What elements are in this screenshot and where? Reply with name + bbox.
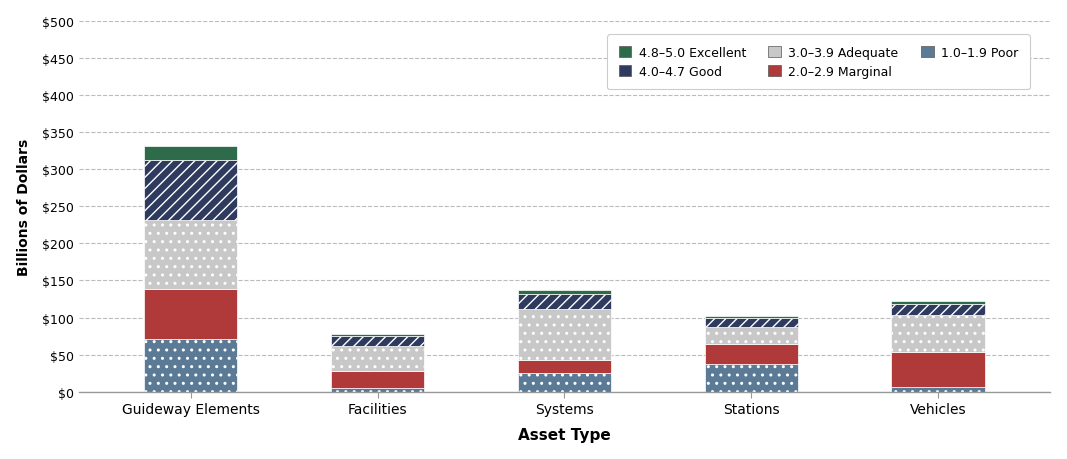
Bar bbox=[704, 364, 798, 392]
Bar bbox=[144, 221, 238, 289]
Bar bbox=[704, 318, 798, 327]
X-axis label: Asset Type: Asset Type bbox=[519, 427, 611, 442]
Legend: 4.8–5.0 Excellent, 4.0–4.7 Good, 3.0–3.9 Adequate, 2.0–2.9 Marginal, 1.0–1.9 Poo: 4.8–5.0 Excellent, 4.0–4.7 Good, 3.0–3.9… bbox=[607, 35, 1030, 90]
Bar bbox=[331, 346, 425, 371]
Bar bbox=[704, 316, 798, 318]
Bar bbox=[704, 344, 798, 364]
Bar bbox=[892, 315, 985, 353]
Bar bbox=[892, 305, 985, 315]
Bar bbox=[704, 327, 798, 344]
Bar bbox=[144, 340, 238, 392]
Bar bbox=[892, 353, 985, 387]
Bar bbox=[331, 334, 425, 336]
Bar bbox=[517, 309, 611, 360]
Bar bbox=[892, 387, 985, 392]
Bar bbox=[144, 146, 238, 161]
Bar bbox=[144, 289, 238, 340]
Bar bbox=[517, 291, 611, 294]
Bar bbox=[331, 336, 425, 346]
Bar bbox=[517, 294, 611, 309]
Bar bbox=[892, 301, 985, 305]
Bar bbox=[517, 373, 611, 392]
Bar bbox=[144, 161, 238, 221]
Bar bbox=[331, 388, 425, 392]
Bar bbox=[517, 360, 611, 373]
Bar bbox=[331, 371, 425, 388]
Y-axis label: Billions of Dollars: Billions of Dollars bbox=[17, 138, 31, 275]
